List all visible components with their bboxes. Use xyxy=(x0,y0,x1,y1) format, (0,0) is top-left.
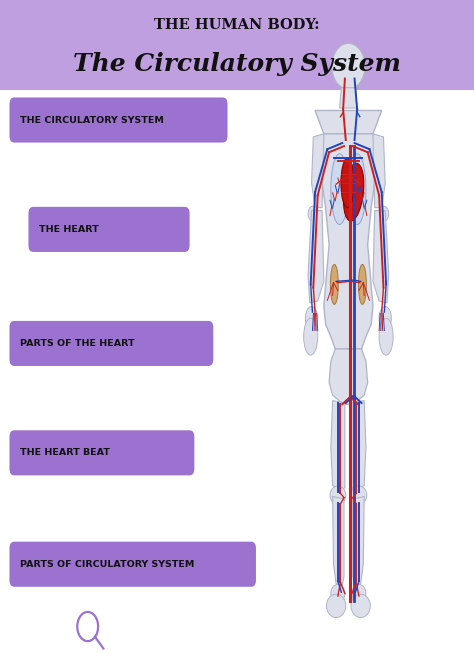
Ellipse shape xyxy=(331,154,348,225)
Polygon shape xyxy=(373,134,385,208)
Text: THE HUMAN BODY:: THE HUMAN BODY: xyxy=(154,18,320,32)
Ellipse shape xyxy=(332,43,365,90)
Ellipse shape xyxy=(330,486,346,505)
Polygon shape xyxy=(333,497,344,585)
Ellipse shape xyxy=(305,306,318,330)
Ellipse shape xyxy=(327,594,346,617)
Ellipse shape xyxy=(330,265,338,304)
Text: THE HEART: THE HEART xyxy=(39,225,99,234)
Polygon shape xyxy=(308,211,324,303)
Ellipse shape xyxy=(351,486,367,505)
Ellipse shape xyxy=(379,306,392,330)
FancyBboxPatch shape xyxy=(9,321,213,366)
Ellipse shape xyxy=(341,158,354,208)
Ellipse shape xyxy=(308,206,319,221)
Ellipse shape xyxy=(358,265,366,304)
Text: PARTS OF CIRCULATORY SYSTEM: PARTS OF CIRCULATORY SYSTEM xyxy=(20,560,194,569)
Polygon shape xyxy=(329,349,368,404)
Ellipse shape xyxy=(348,154,366,225)
Ellipse shape xyxy=(352,584,366,603)
Polygon shape xyxy=(315,111,382,134)
FancyBboxPatch shape xyxy=(28,207,190,252)
Ellipse shape xyxy=(344,163,364,221)
FancyBboxPatch shape xyxy=(9,430,194,475)
FancyBboxPatch shape xyxy=(9,542,256,587)
Text: The Circulatory System: The Circulatory System xyxy=(73,52,401,76)
Polygon shape xyxy=(331,400,345,491)
Ellipse shape xyxy=(351,594,370,617)
Ellipse shape xyxy=(304,318,318,355)
Polygon shape xyxy=(339,88,357,108)
Polygon shape xyxy=(311,134,324,208)
Ellipse shape xyxy=(331,584,345,603)
FancyBboxPatch shape xyxy=(9,97,228,143)
Polygon shape xyxy=(352,400,366,491)
Polygon shape xyxy=(320,134,376,349)
Ellipse shape xyxy=(379,318,393,355)
Polygon shape xyxy=(373,211,389,303)
FancyBboxPatch shape xyxy=(0,0,474,90)
Text: THE CIRCULATORY SYSTEM: THE CIRCULATORY SYSTEM xyxy=(20,115,164,125)
Text: PARTS OF THE HEART: PARTS OF THE HEART xyxy=(20,339,135,348)
Text: THE HEART BEAT: THE HEART BEAT xyxy=(20,448,110,457)
Polygon shape xyxy=(353,497,364,585)
Ellipse shape xyxy=(378,206,389,221)
